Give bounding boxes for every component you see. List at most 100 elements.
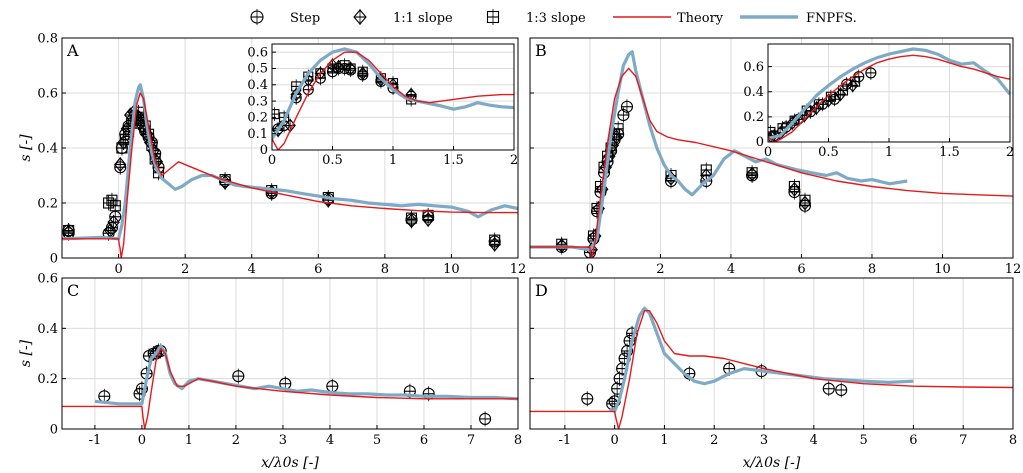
data-point-step — [114, 159, 127, 175]
x-tick-label: 8 — [514, 433, 522, 448]
y-tick-label: 0.4 — [37, 322, 58, 337]
x-tick-label: 1.5 — [443, 153, 464, 168]
panel-B: 0 2 4 6 8 10 12 B 0 0.5 1 1.5 2 0 0.2 0.4 0.6 — [529, 37, 1022, 277]
x-tick-label: 0 — [586, 262, 594, 277]
legend: Step 1:1 slope 1:3 slope Theory FNPFS. — [250, 9, 857, 26]
data-point-step — [105, 220, 118, 236]
series-line-fnpfs — [272, 47, 514, 140]
y-tick-label: 0.6 — [37, 272, 58, 287]
x-tick-label: 1 — [185, 433, 193, 448]
data-point-step — [835, 382, 848, 398]
x-tick-label: 6 — [420, 433, 428, 448]
y-tick-label: 0.2 — [247, 111, 268, 126]
x-tick-label: 1.5 — [939, 145, 960, 160]
x-tick-label: 8 — [868, 262, 876, 277]
x-axis-label: x/λ0s [-] — [261, 455, 319, 471]
y-tick-label: 0.2 — [743, 110, 764, 125]
axes-frame — [61, 277, 519, 430]
y-tick-label: 0 — [756, 135, 764, 150]
x-tick-label: 4 — [326, 433, 334, 448]
y-tick-label: 0.2 — [37, 372, 58, 387]
legend-item: 1:1 slope — [353, 9, 453, 26]
y-tick-label: 0 — [260, 143, 268, 158]
y-tick-label: 0.3 — [247, 94, 268, 109]
data-point-step — [339, 61, 351, 76]
legend-item: FNPFS. — [740, 11, 857, 26]
data-point-step — [109, 209, 122, 225]
data-point-step — [746, 168, 759, 183]
axes-frame — [529, 277, 1014, 430]
x-tick-label: 10 — [443, 262, 460, 277]
x-tick-label: 4 — [727, 262, 735, 277]
panel-letter: D — [535, 281, 548, 300]
x-tick-label: 6 — [797, 262, 805, 277]
plot-area — [530, 50, 1013, 258]
legend-item: 1:3 slope — [486, 9, 586, 26]
x-tick-label: 1 — [660, 433, 668, 448]
data-point-step — [828, 92, 841, 107]
data-point-step — [804, 104, 816, 119]
plot-area — [62, 343, 518, 429]
series-line-theory — [272, 51, 514, 150]
x-tick-label: 2 — [510, 153, 518, 168]
x-tick-label: 8 — [381, 262, 389, 277]
x-tick-label: 12 — [1005, 262, 1022, 277]
x-tick-label: 0 — [611, 433, 619, 448]
legend-label: FNPFS. — [806, 11, 857, 26]
legend-item: Theory — [613, 11, 724, 26]
y-tick-label: 0.5 — [247, 62, 268, 77]
series-line-theory — [530, 67, 1013, 258]
data-point-step — [620, 99, 634, 115]
legend-marker-diamond — [353, 9, 367, 25]
y-tick-label: 0 — [50, 252, 58, 267]
plot-area — [62, 83, 518, 258]
inset-plot-area — [272, 47, 514, 150]
data-point-step — [581, 391, 594, 407]
x-tick-label: 1 — [389, 153, 397, 168]
x-axis-label: x/λ0s [-] — [743, 455, 801, 471]
y-tick-label: 0.8 — [37, 32, 58, 47]
y-tick-label: 0.6 — [743, 60, 764, 75]
x-tick-label: 5 — [373, 433, 381, 448]
x-tick-label: 12 — [510, 262, 527, 277]
inset-B: 0 0.5 1 1.5 2 0 0.2 0.4 0.6 — [743, 43, 1014, 160]
data-point-step — [479, 411, 492, 427]
series-line-theory — [768, 54, 1010, 142]
y-tick-label: 0.2 — [37, 197, 58, 212]
data-point-step — [617, 107, 630, 123]
series-line-theory — [62, 347, 518, 429]
legend-label: Theory — [677, 11, 724, 26]
legend-marker-circle — [250, 9, 264, 25]
x-tick-label: 0 — [268, 153, 276, 168]
x-tick-label: 8 — [1009, 433, 1017, 448]
data-point-step — [822, 381, 835, 397]
legend-marker-square — [486, 9, 500, 25]
y-axis-label: s [-] — [18, 339, 34, 367]
series-line-fnpfs — [608, 306, 914, 413]
y-tick-label: 0.1 — [247, 127, 268, 142]
legend-label: 1:1 slope — [393, 11, 453, 26]
axes-background — [530, 278, 1013, 429]
x-tick-label: -1 — [89, 433, 102, 448]
inset-plot-area — [768, 47, 1010, 142]
legend-label: 1:3 slope — [526, 11, 586, 26]
legend-item: Step — [250, 9, 320, 26]
x-tick-label: 2 — [232, 433, 240, 448]
panel-letter: A — [66, 41, 79, 60]
data-point-step — [798, 198, 812, 214]
panel-C: -1 0 1 2 3 4 5 6 7 8 0 0.2 0.4 0.6 Cs [-] x/λ0s [-] — [18, 272, 522, 471]
series-line-fnpfs — [768, 47, 1010, 140]
x-tick-label: 5 — [859, 433, 867, 448]
data-point-square — [103, 195, 115, 211]
series-line-fnpfs — [62, 83, 518, 241]
data-point-step — [232, 368, 245, 384]
x-tick-label: 4 — [248, 262, 256, 277]
data-point-diamond — [846, 78, 859, 93]
x-tick-label: 2 — [1006, 145, 1014, 160]
x-tick-label: 0.5 — [322, 153, 343, 168]
x-tick-label: -1 — [559, 433, 572, 448]
panel-letter: B — [535, 41, 547, 60]
x-tick-label: 7 — [467, 433, 475, 448]
